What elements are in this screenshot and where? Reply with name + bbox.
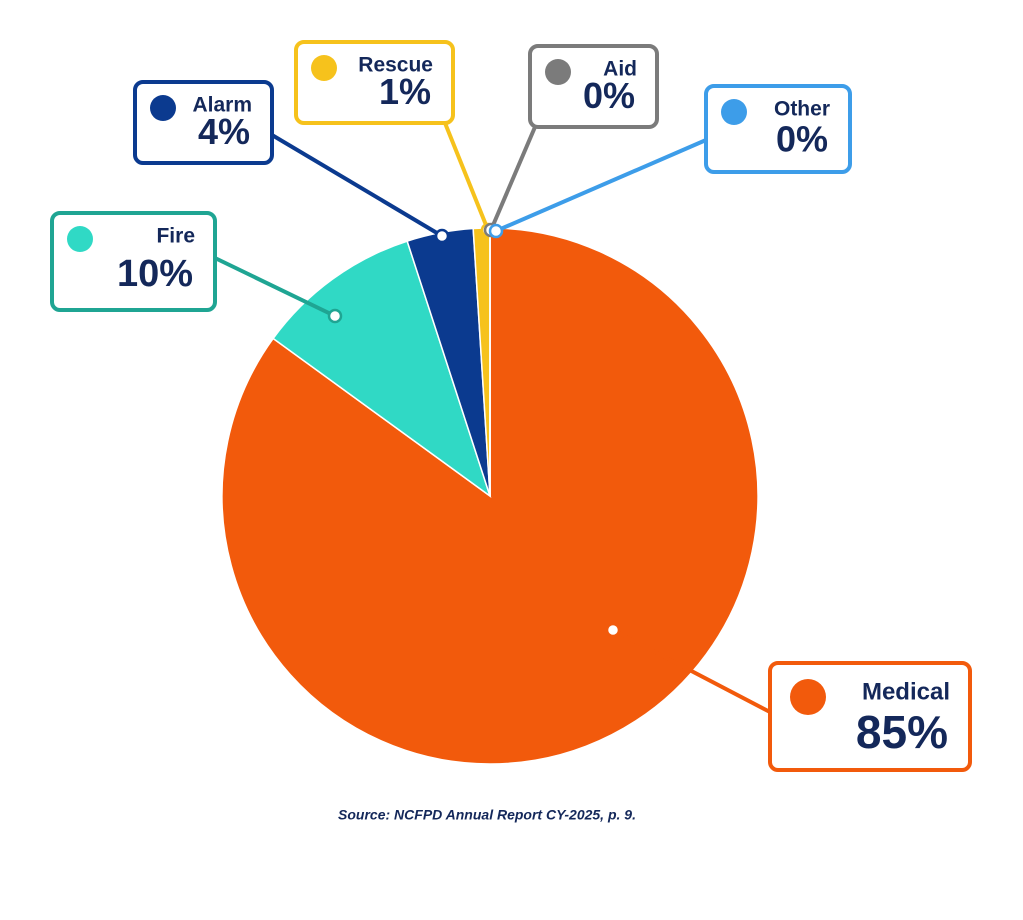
leader-dot [434,228,450,244]
data-label: 85% [856,706,948,758]
data-label: 1% [379,71,431,112]
leader-line [495,138,707,233]
legend-swatch [545,59,571,85]
data-label: 4% [198,111,250,152]
legend-swatch [790,679,826,715]
leader-dot [605,622,621,638]
legend-swatch [721,99,747,125]
legend-swatch [67,226,93,252]
callout-name: Alarm [192,94,252,117]
callout-name: Other [774,98,830,121]
callout-name: Fire [156,225,195,248]
data-label: 0% [776,118,828,159]
leader-line [489,126,537,231]
callout-name: Rescue [358,54,433,77]
leader-line [214,256,336,318]
callout-name: Aid [603,58,637,81]
legend-swatch [150,95,176,121]
data-label: 0% [583,75,635,116]
leader-dot [327,308,343,324]
pie-slice [272,240,492,498]
leader-line [270,133,444,238]
leader-line [612,628,771,714]
callout-name: Medical [862,678,950,705]
leader-dot [488,223,504,239]
data-label: 10% [117,253,193,295]
source-note: Source: NCFPD Annual Report CY-2025, p. … [338,807,636,823]
legend-swatch [311,55,337,81]
leader-line [443,122,490,231]
